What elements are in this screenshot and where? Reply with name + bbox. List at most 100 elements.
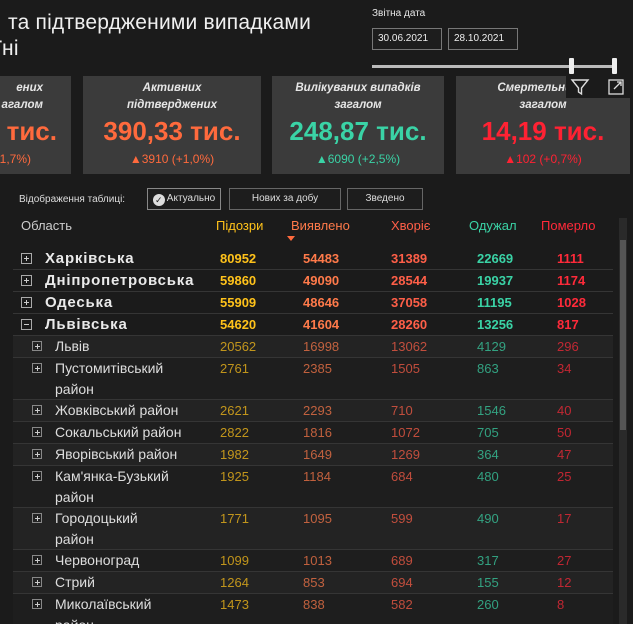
table-row[interactable]: Львівська 54620 41604 28260 13256 817 [13, 314, 613, 336]
kpi-label: Вилікуваних випадків [295, 82, 421, 94]
cell-sus: 1925 [220, 469, 249, 484]
cell-sus: 1473 [220, 597, 249, 612]
sort-desc-icon [287, 236, 295, 241]
cell-rec: 260 [477, 597, 499, 612]
kpi-label: підтверджених [127, 99, 217, 111]
expand-icon[interactable] [32, 577, 42, 587]
cell-rec: 13256 [477, 317, 514, 332]
cell-rec: 705 [477, 425, 499, 440]
table-row[interactable]: Стрий 1264 853 694 155 12 [13, 572, 613, 594]
expand-icon[interactable] [32, 341, 42, 351]
view-button-summary[interactable]: Зведено [347, 188, 423, 210]
kpi-card-active: Активних підтверджених 390,33 тис. ▲3910 … [83, 76, 261, 174]
view-button-daily-new[interactable]: Нових за добу [229, 188, 341, 210]
expand-icon[interactable] [21, 297, 32, 308]
table-row[interactable]: Одеська 55909 48646 37058 11195 1028 [13, 292, 613, 314]
expand-icon[interactable] [32, 599, 42, 609]
cell-sick: 13062 [391, 339, 428, 354]
district-name-line2: район [55, 489, 94, 505]
table-scrollbar[interactable] [619, 218, 627, 624]
cell-sus: 20562 [220, 339, 257, 354]
collapse-icon[interactable] [21, 319, 32, 330]
column-header-suspected[interactable]: Підозри [216, 218, 264, 233]
expand-icon[interactable] [32, 363, 42, 373]
cell-det: 1649 [303, 447, 332, 462]
covid-region-table: Відображення таблиці: ✓ Актуально Нових з… [13, 184, 629, 624]
district-name: Кам'янка-Бузький район [55, 466, 169, 508]
cell-sick: 1072 [391, 425, 420, 440]
table-row[interactable]: Сокальський район 2822 1816 1072 705 50 [13, 422, 613, 444]
expand-icon[interactable] [32, 513, 42, 523]
district-name: Львів [55, 336, 89, 357]
district-name-line1: Яворівський район [55, 446, 178, 462]
cell-sus: 55909 [220, 295, 257, 310]
expand-icon[interactable] [32, 555, 42, 565]
column-header-region[interactable]: Область [21, 218, 73, 233]
kpi-value: 14,19 тис. [481, 116, 605, 146]
date-slider-start-handle[interactable] [569, 58, 574, 74]
table-row[interactable]: Пустомитівський район 2761 2385 1505 863 34 [13, 358, 613, 400]
column-header-deaths[interactable]: Померло [541, 218, 596, 233]
cell-rec: 364 [477, 447, 499, 462]
cell-det: 41604 [303, 317, 340, 332]
expand-icon[interactable] [32, 427, 42, 437]
table-row[interactable]: Яворівський район 1982 1649 1269 364 47 [13, 444, 613, 466]
report-title-line1: та підтвердженими випадками [8, 11, 311, 34]
cell-dead: 1028 [557, 295, 586, 310]
expand-icon[interactable] [32, 405, 42, 415]
kpi-change: ▲102 (+0,7%) [504, 152, 582, 166]
cell-sick: 1269 [391, 447, 420, 462]
table-scrollbar-thumb[interactable] [620, 240, 626, 430]
visual-header-toolbar [566, 76, 632, 98]
date-slicer: Звітна дата 30.06.2021 28.10.2021 [372, 8, 622, 74]
cell-dead: 34 [557, 361, 572, 376]
cell-sick: 31389 [391, 251, 428, 266]
column-header-sick[interactable]: Хворіє [391, 218, 431, 233]
date-slider-track[interactable] [372, 65, 616, 68]
table-row[interactable]: Миколаївський район 1473 838 582 260 8 [13, 594, 613, 624]
expand-icon[interactable] [32, 471, 42, 481]
table-row[interactable]: Львів 20562 16998 13062 4129 296 [13, 336, 613, 358]
cell-sick: 694 [391, 575, 413, 590]
report-title-line2: їні [0, 37, 19, 60]
cell-dead: 12 [557, 575, 572, 590]
kpi-value: 248,87 тис. [289, 116, 427, 146]
kpi-label: Активних [142, 82, 202, 94]
cell-rec: 19937 [477, 273, 514, 288]
cell-det: 1013 [303, 553, 332, 568]
district-name: Пустомитівський район [55, 358, 163, 400]
date-from-input[interactable]: 30.06.2021 [372, 28, 442, 50]
table-row[interactable]: Кам'янка-Бузький район 1925 1184 684 480 25 [13, 466, 613, 508]
column-header-recovered[interactable]: Одужал [469, 218, 517, 233]
table-row[interactable]: Харківська 80952 54483 31389 22669 1111 [13, 248, 613, 270]
cell-sus: 80952 [220, 251, 257, 266]
district-name-line1: Стрий [55, 574, 95, 590]
expand-icon[interactable] [21, 253, 32, 264]
table-row[interactable]: Жовківський район 2621 2293 710 1546 40 [13, 400, 613, 422]
expand-icon[interactable] [32, 449, 42, 459]
cell-dead: 8 [557, 597, 565, 612]
cell-sus: 54620 [220, 317, 257, 332]
cell-rec: 155 [477, 575, 499, 590]
district-name: Сокальський район [55, 422, 181, 443]
date-to-input[interactable]: 28.10.2021 [448, 28, 518, 50]
focus-mode-icon[interactable] [606, 77, 626, 97]
date-slider-end-handle[interactable] [612, 58, 617, 74]
table-row[interactable]: Червоноград 1099 1013 689 317 27 [13, 550, 613, 572]
expand-icon[interactable] [21, 275, 32, 286]
column-header-detected[interactable]: Виявлено [291, 218, 350, 233]
cell-rec: 4129 [477, 339, 506, 354]
table-row[interactable]: Дніпропетровська 59860 49090 28544 19937 1174 [13, 270, 613, 292]
view-button-current[interactable]: ✓ Актуально [147, 188, 221, 210]
kpi-value: тис. [6, 116, 57, 146]
cell-dead: 50 [557, 425, 572, 440]
region-name: Харківська [45, 250, 135, 267]
view-button-label: Нових за добу [251, 193, 319, 204]
cell-rec: 863 [477, 361, 499, 376]
cell-det: 48646 [303, 295, 340, 310]
table-row[interactable]: Городоцький район 1771 1095 599 490 17 [13, 508, 613, 550]
filter-icon[interactable] [570, 77, 590, 97]
cell-det: 2293 [303, 403, 332, 418]
view-button-label: Зведено [365, 193, 405, 204]
district-name-line1: Сокальський район [55, 424, 182, 440]
